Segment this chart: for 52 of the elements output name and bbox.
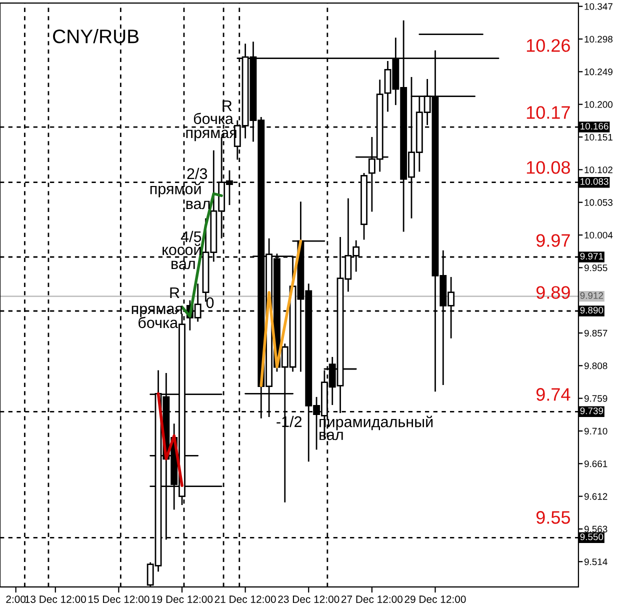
y-tick-label: 9.612 bbox=[584, 493, 608, 500]
ref-line-label: 9.890 bbox=[580, 306, 604, 314]
annotation: 2/3 bbox=[187, 168, 208, 180]
text: CNY/RUB bbox=[53, 29, 139, 44]
y-tick-label: 10.200 bbox=[584, 101, 613, 108]
annotation: вал bbox=[172, 260, 195, 270]
line-series bbox=[156, 392, 184, 488]
ref-line-label: 10.083 bbox=[580, 178, 608, 185]
y-tick-label: 9.710 bbox=[584, 428, 608, 434]
ref-line-label: 10.166 bbox=[580, 122, 608, 130]
x-tick-label: 27 Dec 12:00 bbox=[341, 596, 402, 603]
annotation: вал bbox=[186, 200, 210, 210]
ref-line-label: 9.912 bbox=[580, 292, 604, 299]
annotation: 9.97 bbox=[536, 234, 570, 247]
x-tick-label: 13 Dec 12:00 bbox=[25, 596, 86, 603]
ref-line-label: 9.550 bbox=[580, 533, 604, 540]
annotation: 10.08 bbox=[526, 161, 570, 174]
annotation: 4/5 bbox=[180, 230, 202, 242]
line-series bbox=[260, 240, 302, 388]
y-tick-label: 10.298 bbox=[584, 36, 612, 43]
y-tick-label: 10.347 bbox=[584, 3, 612, 10]
annotation: 10.26 bbox=[526, 39, 570, 52]
annotation: 10.17 bbox=[526, 106, 570, 119]
annotation: 9.89 bbox=[536, 286, 570, 299]
x-tick-label: 15 Dec 12:00 bbox=[88, 596, 150, 603]
y-tick-label: 10.102 bbox=[584, 166, 612, 174]
y-tick-label: 10.151 bbox=[584, 134, 612, 141]
y-tick-label: 10.249 bbox=[584, 68, 612, 76]
y-tick-label: 9.563 bbox=[584, 526, 608, 532]
x-tick-label: 21 Dec 12:00 bbox=[214, 596, 276, 603]
y-tick-label: 9.955 bbox=[584, 264, 608, 272]
y-tick-label: 10.004 bbox=[584, 232, 613, 239]
y-tick-label: 10.053 bbox=[584, 199, 612, 206]
y-tick-label: 9.808 bbox=[584, 362, 608, 370]
ref-line-label: 9.971 bbox=[580, 252, 604, 260]
y-tick-label: 9.759 bbox=[584, 395, 608, 402]
annotation: прямая bbox=[132, 306, 182, 318]
annotation: 9.55 bbox=[536, 511, 570, 524]
y-tick-label: 9.514 bbox=[584, 558, 608, 566]
y-tick-label: 9.661 bbox=[584, 460, 608, 468]
annotation: R bbox=[170, 287, 180, 298]
annotation: 9.74 bbox=[536, 388, 570, 401]
ref-line-label: 9.739 bbox=[580, 408, 604, 414]
y-tick-label: 9.857 bbox=[584, 330, 608, 337]
annotation: бочка bbox=[194, 112, 234, 124]
x-tick-label: 19 Dec 12:00 bbox=[152, 596, 213, 603]
x-tick-label: 29 Dec 12:00 bbox=[404, 596, 466, 603]
x-tick-label: 23 Dec 12:00 bbox=[278, 596, 340, 603]
x-tick-label: 2:00 bbox=[6, 596, 26, 603]
annotation: 0 bbox=[206, 297, 214, 308]
annotation: прямой bbox=[150, 182, 201, 198]
annotation: бочка bbox=[138, 316, 178, 328]
